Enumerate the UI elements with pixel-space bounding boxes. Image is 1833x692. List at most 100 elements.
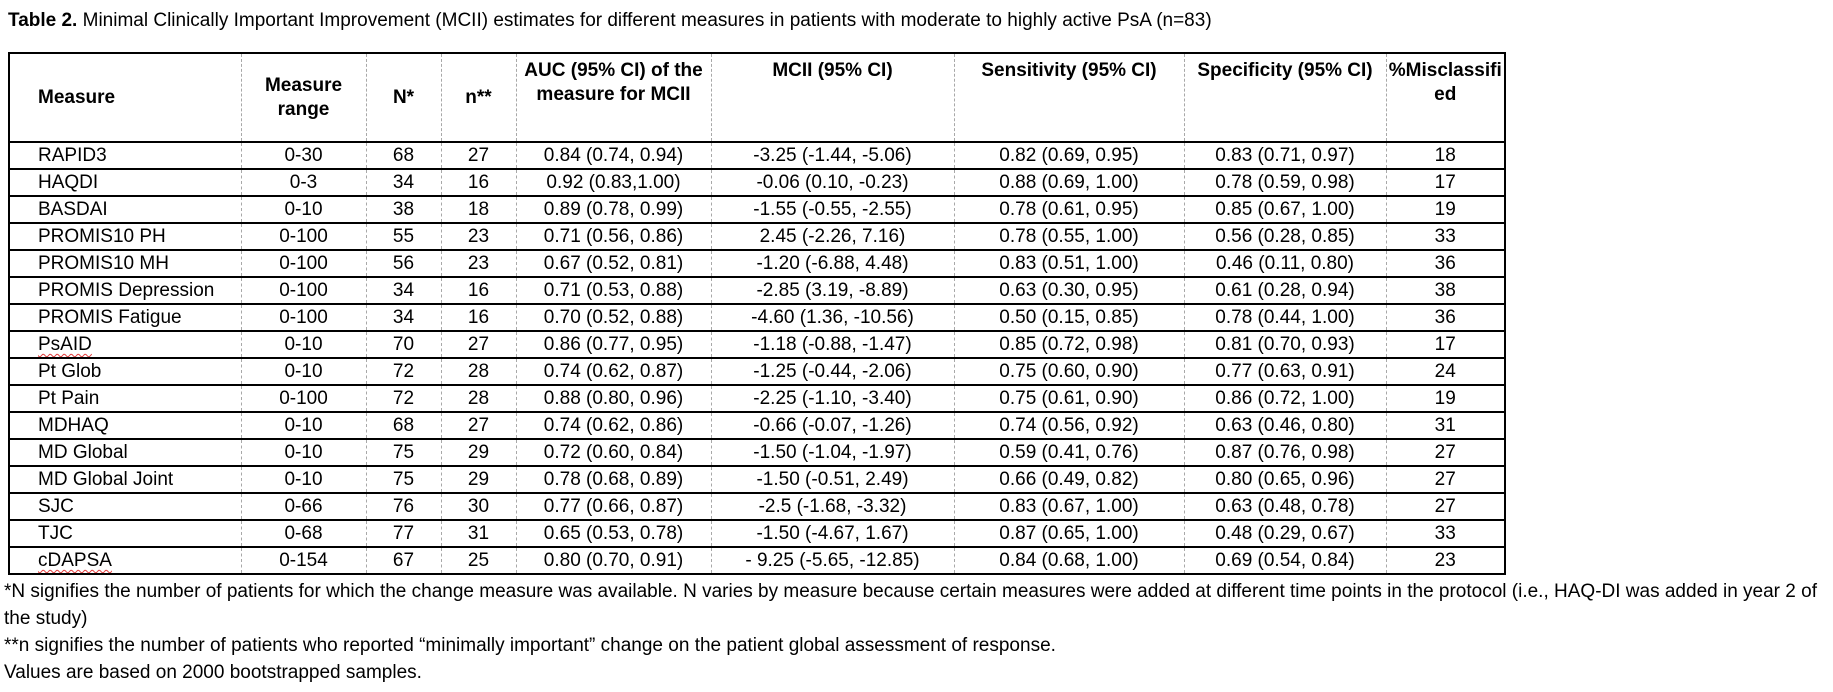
cell-N: 67 — [366, 547, 442, 575]
cell-sens: 0.88 (0.69, 1.00) — [954, 169, 1185, 197]
cell-n: 27 — [441, 142, 517, 170]
table-row: PROMIS10 PH 0-100 55 23 0.71 (0.56, 0.86) 2.4… — [9, 223, 1505, 251]
cell-measure: PROMIS Fatigue — [9, 304, 242, 332]
cell-misclass: 19 — [1386, 385, 1505, 413]
column-header-sens: Sensitivity (95% CI) — [954, 53, 1185, 143]
cell-measure: Pt Glob — [9, 358, 242, 386]
cell-N: 34 — [366, 169, 442, 197]
cell-sens: 0.75 (0.60, 0.90) — [954, 358, 1185, 386]
cell-n: 31 — [441, 520, 517, 548]
cell-measure: RAPID3 — [9, 142, 242, 170]
cell-spec: 0.87 (0.76, 0.98) — [1184, 439, 1387, 467]
cell-misclass: 27 — [1386, 439, 1505, 467]
cell-N: 38 — [366, 196, 442, 224]
cell-measure: PsAID — [9, 331, 242, 359]
cell-auc: 0.88 (0.80, 0.96) — [516, 385, 712, 413]
table-row: RAPID3 0-30 68 27 0.84 (0.74, 0.94) -3.25 (-1… — [9, 142, 1505, 170]
cell-measure: SJC — [9, 493, 242, 521]
cell-mcii: -2.25 (-1.10, -3.40) — [711, 385, 955, 413]
table-caption-text: Minimal Clinically Important Improvement… — [82, 10, 1212, 31]
cell-spec: 0.69 (0.54, 0.84) — [1184, 547, 1387, 575]
cell-spec: 0.81 (0.70, 0.93) — [1184, 331, 1387, 359]
cell-misclass: 24 — [1386, 358, 1505, 386]
cell-range: 0-30 — [241, 142, 367, 170]
column-header-auc: AUC (95% CI) of the measure for MCII — [516, 53, 712, 143]
cell-n: 27 — [441, 331, 517, 359]
table-row: SJC 0-66 76 30 0.77 (0.66, 0.87) -2.5 (-1.68,… — [9, 493, 1505, 521]
cell-auc: 0.74 (0.62, 0.86) — [516, 412, 712, 440]
cell-mcii: -1.55 (-0.55, -2.55) — [711, 196, 955, 224]
cell-measure: PROMIS10 PH — [9, 223, 242, 251]
cell-spec: 0.85 (0.67, 1.00) — [1184, 196, 1387, 224]
cell-range: 0-100 — [241, 250, 367, 278]
footnote-n-definition: *N signifies the number of patients for … — [4, 581, 1817, 629]
cell-spec: 0.80 (0.65, 0.96) — [1184, 466, 1387, 494]
column-header-N: N* — [366, 53, 442, 143]
cell-n: 18 — [441, 196, 517, 224]
cell-n: 27 — [441, 412, 517, 440]
table-row: Pt Pain 0-100 72 28 0.88 (0.80, 0.96) -2.25 (… — [9, 385, 1505, 413]
column-header-mcii: MCII (95% CI) — [711, 53, 955, 143]
footnote-bootstrap: Values are based on 2000 bootstrapped sa… — [4, 662, 422, 683]
column-header-spec: Specificity (95% CI) — [1184, 53, 1387, 143]
cell-n: 29 — [441, 466, 517, 494]
cell-range: 0-66 — [241, 493, 367, 521]
column-header-range: Measure range — [241, 53, 367, 143]
table-header-row: Measure Measure range N* n** AUC (95% CI) of… — [9, 53, 1505, 143]
cell-range: 0-10 — [241, 439, 367, 467]
cell-range: 0-100 — [241, 385, 367, 413]
cell-misclass: 33 — [1386, 223, 1505, 251]
table-row: PROMIS Depression 0-100 34 16 0.71 (0.53, 0.… — [9, 277, 1505, 305]
table-row: TJC 0-68 77 31 0.65 (0.53, 0.78) -1.50 (-4.67… — [9, 520, 1505, 548]
cell-N: 68 — [366, 412, 442, 440]
cell-range: 0-154 — [241, 547, 367, 575]
cell-N: 72 — [366, 358, 442, 386]
cell-spec: 0.78 (0.59, 0.98) — [1184, 169, 1387, 197]
cell-misclass: 27 — [1386, 466, 1505, 494]
cell-measure: TJC — [9, 520, 242, 548]
cell-sens: 0.82 (0.69, 0.95) — [954, 142, 1185, 170]
cell-range: 0-10 — [241, 196, 367, 224]
cell-auc: 0.78 (0.68, 0.89) — [516, 466, 712, 494]
cell-N: 70 — [366, 331, 442, 359]
cell-sens: 0.59 (0.41, 0.76) — [954, 439, 1185, 467]
table-row: Pt Glob 0-10 72 28 0.74 (0.62, 0.87) -1.25 (-… — [9, 358, 1505, 386]
cell-n: 16 — [441, 169, 517, 197]
cell-measure: Pt Pain — [9, 385, 242, 413]
cell-auc: 0.71 (0.56, 0.86) — [516, 223, 712, 251]
cell-sens: 0.75 (0.61, 0.90) — [954, 385, 1185, 413]
cell-N: 75 — [366, 439, 442, 467]
cell-mcii: -0.06 (0.10, -0.23) — [711, 169, 955, 197]
table-row: PROMIS10 MH 0-100 56 23 0.67 (0.52, 0.81) -1.… — [9, 250, 1505, 278]
cell-measure: PROMIS Depression — [9, 277, 242, 305]
cell-sens: 0.66 (0.49, 0.82) — [954, 466, 1185, 494]
cell-mcii: -1.50 (-4.67, 1.67) — [711, 520, 955, 548]
cell-spec: 0.86 (0.72, 1.00) — [1184, 385, 1387, 413]
mcii-estimates-table: Measure Measure range N* n** AUC (95% CI) of… — [8, 52, 1506, 575]
cell-sens: 0.74 (0.56, 0.92) — [954, 412, 1185, 440]
cell-spec: 0.56 (0.28, 0.85) — [1184, 223, 1387, 251]
cell-misclass: 17 — [1386, 169, 1505, 197]
table-row: cDAPSA 0-154 67 25 0.80 (0.70, 0.91) - 9.25 (… — [9, 547, 1505, 575]
cell-spec: 0.83 (0.71, 0.97) — [1184, 142, 1387, 170]
cell-range: 0-10 — [241, 466, 367, 494]
cell-sens: 0.85 (0.72, 0.98) — [954, 331, 1185, 359]
cell-misclass: 33 — [1386, 520, 1505, 548]
cell-misclass: 23 — [1386, 547, 1505, 575]
column-header-misclass: %Misclassified — [1386, 53, 1505, 143]
table-header: Measure Measure range N* n** AUC (95% CI) of… — [9, 53, 1505, 143]
cell-auc: 0.80 (0.70, 0.91) — [516, 547, 712, 575]
cell-mcii: -1.25 (-0.44, -2.06) — [711, 358, 955, 386]
cell-misclass: 31 — [1386, 412, 1505, 440]
cell-N: 56 — [366, 250, 442, 278]
cell-sens: 0.84 (0.68, 1.00) — [954, 547, 1185, 575]
cell-spec: 0.78 (0.44, 1.00) — [1184, 304, 1387, 332]
cell-n: 25 — [441, 547, 517, 575]
cell-auc: 0.84 (0.74, 0.94) — [516, 142, 712, 170]
cell-N: 72 — [366, 385, 442, 413]
cell-sens: 0.87 (0.65, 1.00) — [954, 520, 1185, 548]
cell-spec: 0.63 (0.48, 0.78) — [1184, 493, 1387, 521]
table-row: MDHAQ 0-10 68 27 0.74 (0.62, 0.86) -0.66 (-0.… — [9, 412, 1505, 440]
cell-mcii: -4.60 (1.36, -10.56) — [711, 304, 955, 332]
table-row: BASDAI 0-10 38 18 0.89 (0.78, 0.99) -1.55 (-0… — [9, 196, 1505, 224]
